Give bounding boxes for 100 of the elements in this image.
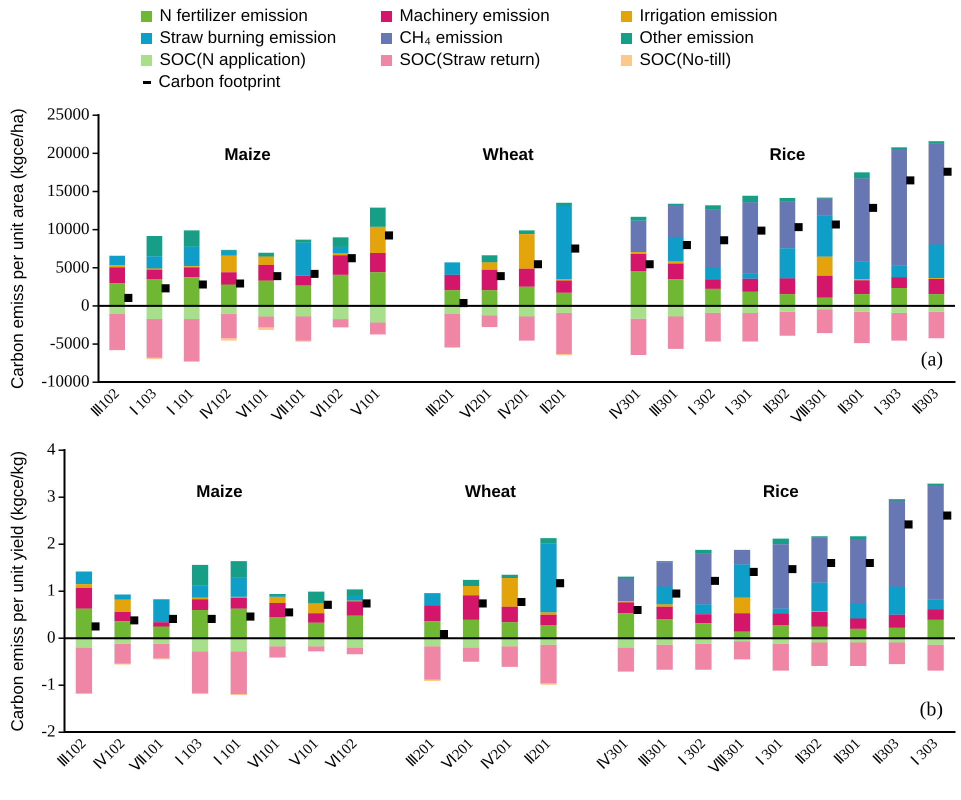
bar (695, 604, 712, 614)
bar (269, 602, 286, 618)
bar (695, 623, 712, 638)
bar (296, 276, 312, 286)
bar (556, 202, 572, 206)
bar (346, 616, 364, 638)
bar (482, 290, 498, 306)
bar (192, 610, 208, 638)
bar (269, 596, 286, 603)
bar (308, 603, 324, 614)
bar (780, 294, 796, 306)
legend-label: CH₄ emission (400, 28, 503, 48)
bar (346, 648, 364, 654)
bar (630, 220, 646, 252)
bar (146, 279, 162, 306)
y-axis-title: Carbon emiss per unit area (kgce/ha) (8, 108, 27, 390)
bar (444, 274, 460, 290)
bar (928, 141, 944, 144)
bar (192, 599, 208, 610)
bar (230, 598, 247, 609)
bar (518, 230, 535, 234)
bar (656, 562, 673, 587)
bar (742, 278, 758, 292)
bar (630, 254, 646, 271)
bar (462, 586, 480, 596)
bar (76, 648, 92, 694)
x-tick-label: Ⅱ302 (792, 736, 826, 768)
point (324, 600, 332, 609)
y-tick-label: 2 (47, 534, 56, 553)
bar (850, 642, 866, 666)
bar (705, 267, 721, 280)
annotation: (a) (920, 348, 943, 370)
bar (811, 642, 828, 666)
bar (668, 264, 684, 280)
legend-label: SOC(N application) (160, 50, 306, 70)
bar (114, 594, 131, 600)
point (646, 260, 654, 268)
y-tick-label: 0 (81, 295, 90, 314)
bar (482, 255, 498, 262)
y-tick-label: 5000 (56, 257, 90, 276)
bar (695, 644, 712, 670)
bar (502, 622, 518, 638)
bar (618, 578, 634, 602)
legend-label: Carbon footprint (158, 72, 280, 92)
bar (184, 230, 200, 247)
bar (192, 638, 208, 652)
bar (656, 618, 673, 638)
bar (332, 306, 348, 320)
x-tick-label: Ⅴ101 (288, 736, 322, 770)
bar (928, 485, 944, 600)
bar (370, 208, 386, 227)
bar (346, 589, 364, 596)
bar (462, 595, 480, 620)
point (246, 612, 254, 621)
point (943, 512, 952, 520)
x-tick-label: Ⅱ201 (522, 736, 554, 768)
x-tick-label: Ⅱ301 (832, 736, 864, 768)
bar (258, 327, 274, 330)
bar (518, 286, 535, 306)
legend-label: Irrigation emission (640, 6, 778, 26)
point (285, 608, 294, 616)
bar (618, 602, 634, 614)
bar (854, 294, 870, 306)
point (556, 579, 564, 588)
y-tick-label: 25000 (47, 104, 90, 124)
bar (772, 608, 789, 614)
y-axis-title: Carbon emiss per unit yield (kgce/kg) (8, 450, 27, 732)
bar (346, 602, 364, 616)
bar (630, 318, 646, 355)
annotation: Maize (196, 482, 243, 502)
bar (772, 625, 789, 638)
y-tick-label: 4 (47, 440, 56, 459)
bar (502, 578, 518, 607)
y-tick-label: -1 (41, 674, 56, 694)
bar (146, 319, 162, 358)
bar (308, 646, 324, 652)
point (832, 220, 840, 229)
bar (230, 578, 247, 597)
bar (928, 610, 944, 620)
bar (230, 638, 247, 652)
bar (482, 315, 498, 328)
bar (230, 651, 247, 694)
bar (630, 270, 646, 306)
bar (772, 644, 789, 671)
bar (370, 226, 386, 254)
bar (370, 306, 386, 323)
bar (308, 622, 324, 638)
bar (772, 613, 789, 626)
bar (109, 256, 125, 266)
bar (891, 312, 907, 341)
bar (184, 306, 200, 320)
bar (556, 280, 572, 293)
point (534, 260, 542, 268)
bar (816, 198, 832, 216)
point (198, 280, 207, 289)
bar (114, 612, 131, 622)
bar (296, 285, 312, 306)
bar (109, 268, 125, 284)
bar (370, 272, 386, 306)
bar (114, 644, 131, 664)
